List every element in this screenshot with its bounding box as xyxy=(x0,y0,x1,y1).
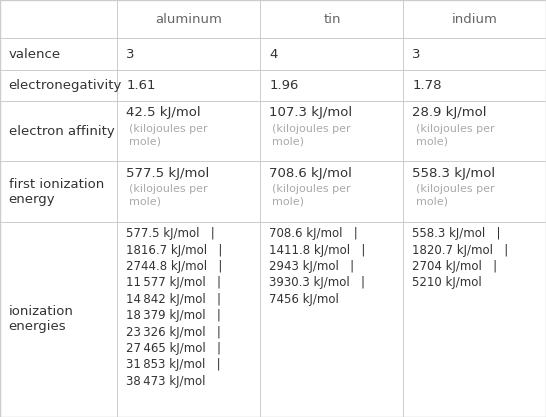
Text: 3: 3 xyxy=(126,48,135,60)
Text: 11 577 kJ/mol   |: 11 577 kJ/mol | xyxy=(126,276,221,289)
Text: valence: valence xyxy=(9,48,61,60)
Text: 1820.7 kJ/mol   |: 1820.7 kJ/mol | xyxy=(412,244,508,256)
Text: ionization
energies: ionization energies xyxy=(9,305,74,334)
Text: tin: tin xyxy=(323,13,341,26)
Text: 5210 kJ/mol: 5210 kJ/mol xyxy=(412,276,482,289)
Text: 23 326 kJ/mol   |: 23 326 kJ/mol | xyxy=(126,326,221,339)
Text: (kilojoules per
mole): (kilojoules per mole) xyxy=(272,184,351,207)
Text: indium: indium xyxy=(452,13,498,26)
Text: 1411.8 kJ/mol   |: 1411.8 kJ/mol | xyxy=(269,244,366,256)
Text: 708.6 kJ/mol: 708.6 kJ/mol xyxy=(269,167,352,180)
Text: 7456 kJ/mol: 7456 kJ/mol xyxy=(269,293,339,306)
Text: (kilojoules per
mole): (kilojoules per mole) xyxy=(416,124,494,146)
Text: 28.9 kJ/mol: 28.9 kJ/mol xyxy=(412,106,486,119)
Text: 38 473 kJ/mol: 38 473 kJ/mol xyxy=(126,375,206,388)
Text: 577.5 kJ/mol   |: 577.5 kJ/mol | xyxy=(126,227,215,240)
Text: aluminum: aluminum xyxy=(156,13,222,26)
Text: 2744.8 kJ/mol   |: 2744.8 kJ/mol | xyxy=(126,260,223,273)
Text: 577.5 kJ/mol: 577.5 kJ/mol xyxy=(126,167,209,180)
Text: 2704 kJ/mol   |: 2704 kJ/mol | xyxy=(412,260,497,273)
Text: 1.61: 1.61 xyxy=(126,79,156,92)
Text: 558.3 kJ/mol: 558.3 kJ/mol xyxy=(412,167,495,180)
Text: 558.3 kJ/mol   |: 558.3 kJ/mol | xyxy=(412,227,501,240)
Text: 4: 4 xyxy=(269,48,277,60)
Text: 14 842 kJ/mol   |: 14 842 kJ/mol | xyxy=(126,293,221,306)
Text: 18 379 kJ/mol   |: 18 379 kJ/mol | xyxy=(126,309,221,322)
Text: 2943 kJ/mol   |: 2943 kJ/mol | xyxy=(269,260,354,273)
Text: 708.6 kJ/mol   |: 708.6 kJ/mol | xyxy=(269,227,358,240)
Text: electron affinity: electron affinity xyxy=(9,125,115,138)
Text: 3: 3 xyxy=(412,48,421,60)
Text: first ionization
energy: first ionization energy xyxy=(9,178,104,206)
Text: 1.96: 1.96 xyxy=(269,79,299,92)
Text: 1.78: 1.78 xyxy=(412,79,442,92)
Text: (kilojoules per
mole): (kilojoules per mole) xyxy=(129,184,208,207)
Text: (kilojoules per
mole): (kilojoules per mole) xyxy=(416,184,494,207)
Text: 107.3 kJ/mol: 107.3 kJ/mol xyxy=(269,106,352,119)
Text: 42.5 kJ/mol: 42.5 kJ/mol xyxy=(126,106,201,119)
Text: 3930.3 kJ/mol   |: 3930.3 kJ/mol | xyxy=(269,276,365,289)
Text: 31 853 kJ/mol   |: 31 853 kJ/mol | xyxy=(126,358,221,372)
Text: 1816.7 kJ/mol   |: 1816.7 kJ/mol | xyxy=(126,244,223,256)
Text: electronegativity: electronegativity xyxy=(9,79,122,92)
Text: (kilojoules per
mole): (kilojoules per mole) xyxy=(129,124,208,146)
Text: 27 465 kJ/mol   |: 27 465 kJ/mol | xyxy=(126,342,221,355)
Text: (kilojoules per
mole): (kilojoules per mole) xyxy=(272,124,351,146)
